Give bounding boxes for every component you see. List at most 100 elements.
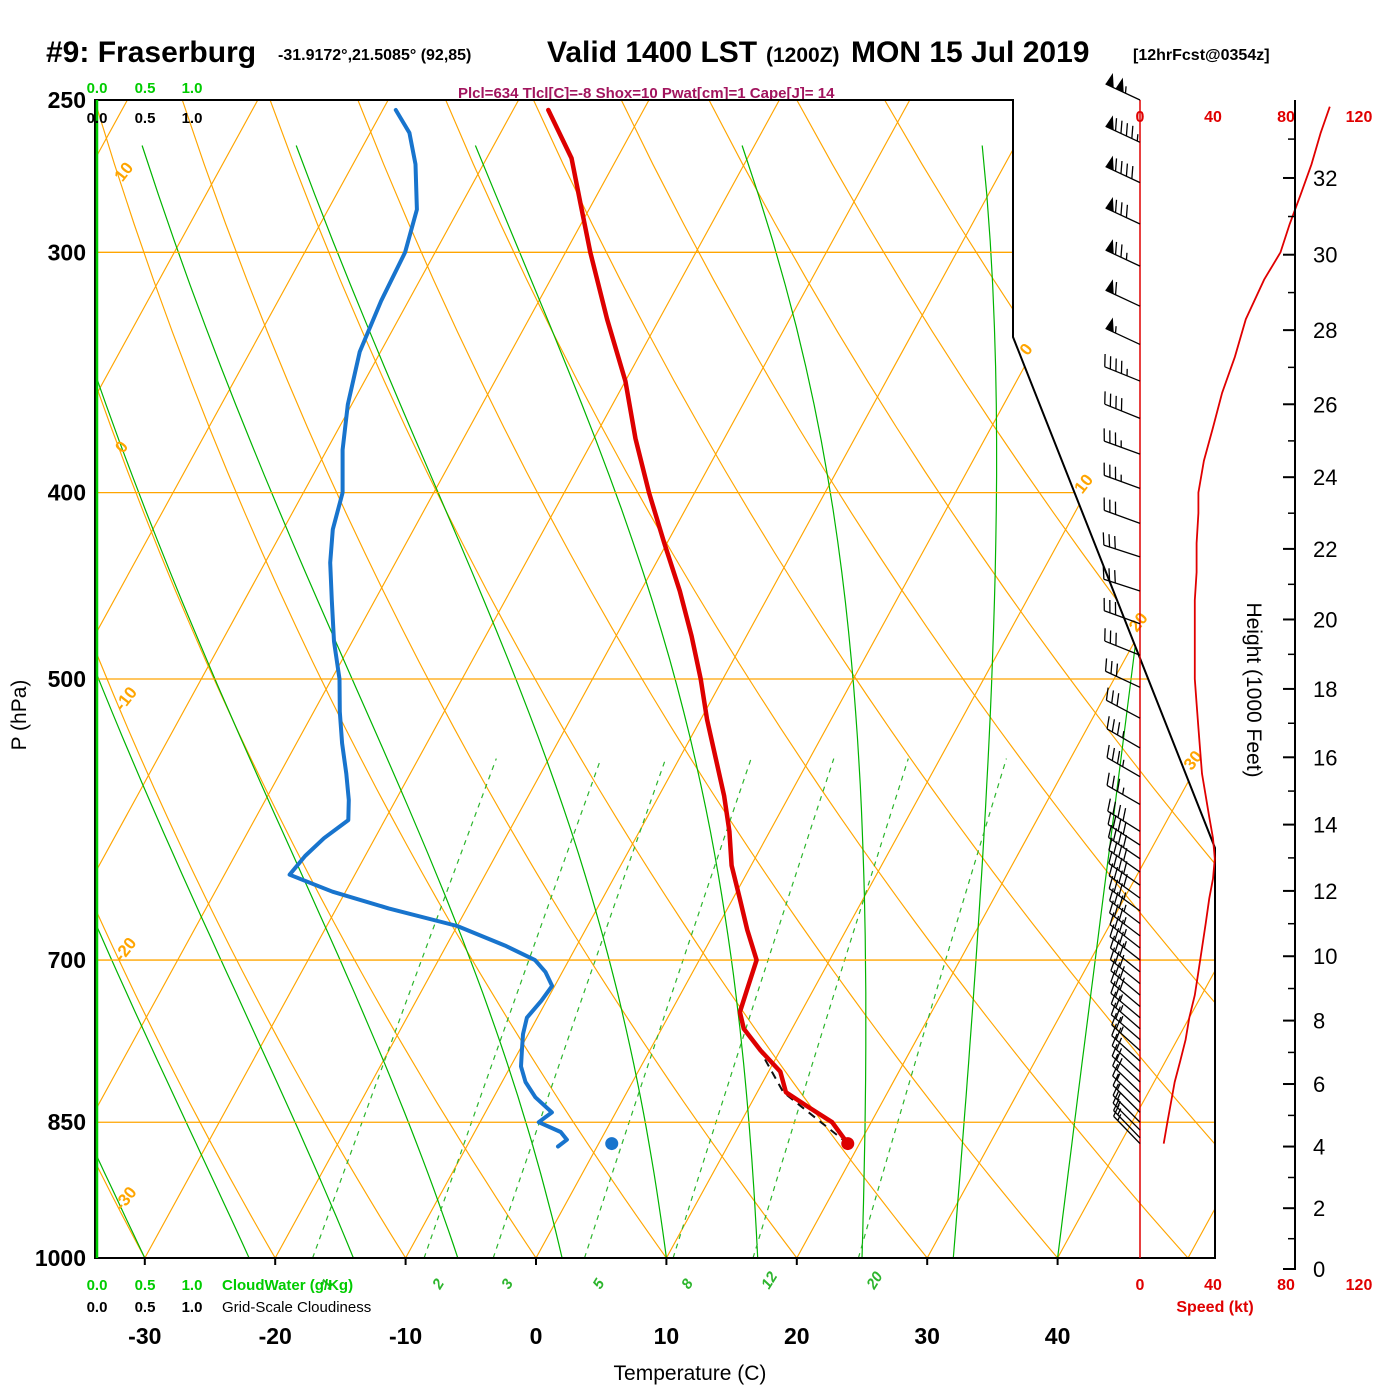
barb-full — [1109, 935, 1116, 949]
barb-staff — [1105, 670, 1141, 688]
barb-staff — [1112, 1065, 1141, 1093]
temperature-tick-label: 10 — [654, 1323, 680, 1349]
barb-staff — [1110, 1014, 1141, 1041]
barb-staff — [1108, 888, 1141, 912]
barb-full — [1113, 841, 1118, 854]
plot-border — [94, 99, 1216, 1259]
barb-half — [1120, 1026, 1124, 1034]
barb-full — [1116, 1057, 1123, 1071]
barb-full — [1116, 693, 1120, 707]
height-tick-label: 26 — [1313, 392, 1337, 417]
barb-pennant — [1105, 155, 1114, 171]
barb-full — [1114, 951, 1120, 964]
barb-full — [1116, 750, 1121, 764]
barb-full — [1123, 873, 1128, 887]
barb-full — [1114, 570, 1116, 583]
barb-staff — [1111, 1035, 1141, 1062]
barb-full — [1102, 566, 1105, 580]
barb-half — [1123, 916, 1127, 924]
barb-full — [1106, 744, 1110, 758]
cloudiness-label: Grid-Scale Cloudiness — [222, 1299, 371, 1316]
barb-full — [1122, 808, 1127, 821]
barb-full — [1111, 747, 1116, 761]
barb-full — [1114, 962, 1121, 975]
height-tick-label: 28 — [1313, 318, 1337, 343]
height-tick-label: 18 — [1313, 677, 1337, 702]
barb-staff — [1108, 849, 1141, 873]
barb-full — [1108, 837, 1113, 851]
height-tick-label: 16 — [1313, 745, 1337, 770]
barb-full — [1113, 866, 1119, 880]
mixing-ratio-line — [312, 758, 497, 1258]
moist-adiabat-line — [952, 145, 998, 1258]
moist-adiabat-line — [95, 145, 250, 1258]
barb-staff — [1113, 1115, 1141, 1145]
barb-full — [1118, 883, 1124, 896]
barb-full — [1112, 1063, 1119, 1077]
pressure-tick-label: 1000 — [35, 1245, 86, 1271]
cloudwater-scale-bottom: 0.5 — [135, 1277, 156, 1294]
temperature-tick-label: -10 — [389, 1323, 422, 1349]
barb-full — [1112, 1083, 1120, 1096]
barb-full — [1112, 1073, 1120, 1086]
cloudwater-scale-top: 0.0 — [87, 80, 108, 97]
barb-half — [1122, 787, 1125, 795]
barb-full — [1119, 966, 1125, 979]
pressure-tick-label: 850 — [48, 1109, 86, 1135]
station-coordinates: -31.9172°,21.5085° (92,85) — [278, 47, 472, 64]
cloudiness-scale-top: 0.5 — [135, 110, 156, 127]
barb-staff — [1109, 900, 1141, 924]
barb-full — [1109, 888, 1114, 901]
mixing-ratio-label: 3 — [498, 1275, 517, 1292]
barb-staff — [1111, 1055, 1141, 1083]
speed-tick-bottom: 120 — [1346, 1277, 1373, 1294]
temperature-tick-label: 20 — [784, 1323, 810, 1349]
dry-adiabat-line — [708, 100, 1215, 1258]
barb-full — [1118, 857, 1123, 871]
cloudiness-scale-top: 1.0 — [182, 110, 203, 127]
barb-full — [1125, 204, 1129, 218]
barb-half — [1114, 326, 1117, 334]
surface-temp-dot — [841, 1137, 855, 1151]
dry-adiabat-line — [532, 100, 1215, 1258]
temperature-tick-label: -30 — [128, 1323, 161, 1349]
barb-full — [1107, 811, 1112, 825]
barb-full — [1112, 1091, 1120, 1104]
barb-staff — [1110, 959, 1141, 985]
barb-full — [1114, 281, 1118, 295]
cloudiness-scale-bottom: 1.0 — [182, 1299, 203, 1316]
barb-full — [1111, 1012, 1118, 1026]
speed-tick-bottom: 80 — [1277, 1277, 1295, 1294]
mixing-ratio-line — [423, 758, 602, 1258]
mixing-ratio-label: 8 — [678, 1275, 697, 1292]
height-tick-label: 32 — [1313, 166, 1337, 191]
barb-full — [1114, 915, 1120, 929]
barb-full — [1119, 977, 1125, 990]
speed-tick-top: 80 — [1277, 109, 1295, 126]
barb-staff — [1104, 640, 1141, 656]
valid-time: Valid 1400 LST — [547, 36, 758, 69]
dry-adiabat-line — [796, 100, 1215, 1258]
barb-full — [1109, 924, 1115, 937]
mixing-ratio-label: 12 — [758, 1268, 782, 1292]
temperature-curve — [546, 107, 851, 1146]
height-tick-label: 30 — [1313, 243, 1337, 268]
barb-full — [1117, 804, 1122, 818]
cloudiness-scale-top: 0.0 — [87, 110, 108, 127]
dewpoint-curve — [287, 108, 569, 1149]
barb-full — [1111, 775, 1116, 789]
barb-full — [1110, 969, 1116, 983]
speed-tick-top: 120 — [1346, 109, 1373, 126]
dry-adiabat-line — [95, 100, 565, 1258]
barb-full — [1110, 980, 1116, 994]
barb-full — [1118, 870, 1124, 884]
dry-adiabat-line — [357, 100, 1093, 1258]
barb-full — [1118, 907, 1124, 921]
barb-full — [1115, 1027, 1122, 1040]
barb-full — [1114, 973, 1121, 987]
barb-staff — [1103, 544, 1141, 558]
forecast-info: [12hrFcst@0354z] — [1133, 47, 1270, 64]
barb-full — [1113, 1104, 1120, 1117]
moist-adiabat-line — [474, 145, 759, 1258]
barb-half — [1116, 1073, 1121, 1081]
